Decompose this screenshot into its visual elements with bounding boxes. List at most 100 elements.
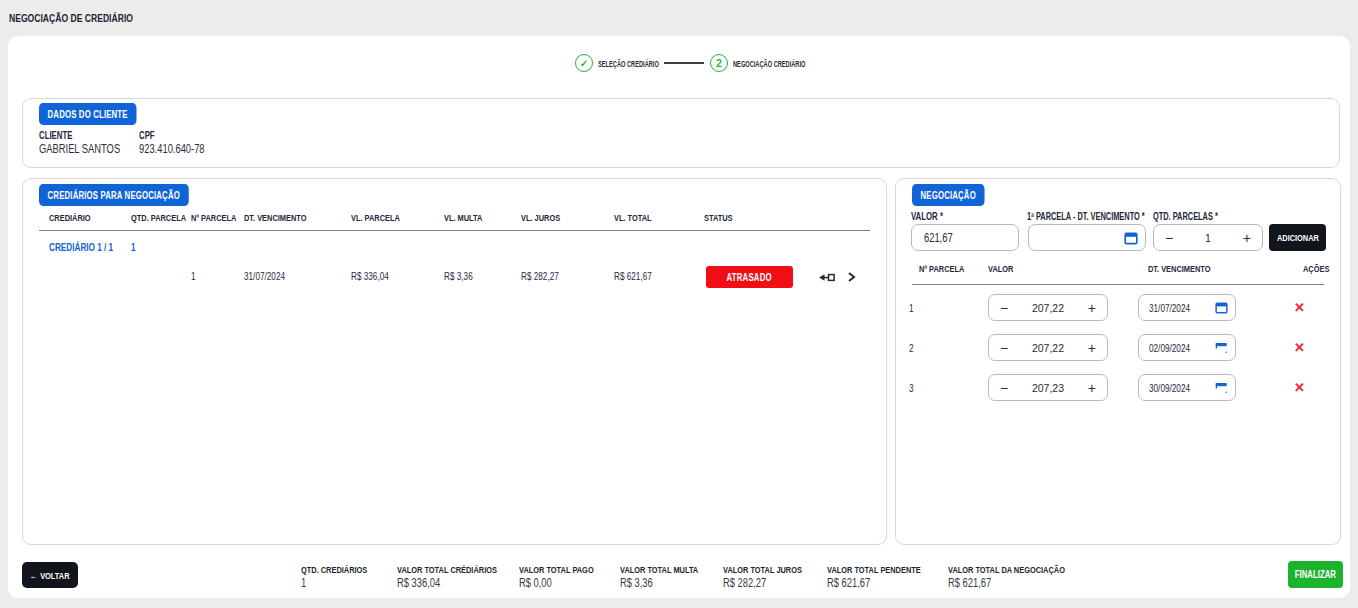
adicionar-label: ADICIONAR [1277, 232, 1319, 243]
negotiation-panel-badge: NEGOCIAÇÃO [912, 184, 984, 206]
crediario-group-name[interactable]: CREDIÁRIO 1 / 1 [49, 241, 113, 253]
stepper-step-1-label: SELEÇÃO CREDIÁRIO [598, 59, 659, 69]
minus-icon[interactable]: − [1000, 341, 1008, 355]
stat-label: VALOR TOTAL MULTA [620, 564, 698, 575]
col-vl-parcela: VL. PARCELA [351, 212, 400, 223]
status-badge: ATRASADO [706, 266, 793, 288]
negotiation-panel: NEGOCIAÇÃO VALOR * 1ª PARCELA - DT. VENC… [895, 178, 1341, 545]
stat-label: VALOR TOTAL PAGO [519, 564, 594, 575]
crediarios-panel-badge: CREDIÁRIOS PARA NEGOCIAÇÃO [39, 184, 188, 206]
neg-header-divider [912, 284, 1324, 285]
plus-icon[interactable]: + [1243, 231, 1251, 245]
parcela-dt-label: 1ª PARCELA - DT. VENCIMENTO * [1027, 211, 1145, 222]
finalizar-label: FINALIZAR [1295, 569, 1336, 580]
stat-label: VALOR TOTAL DA NEGOCIAÇÃO [948, 564, 1065, 575]
stat-label: VALOR TOTAL CRÉDIÁRIOS [397, 564, 497, 575]
plus-icon[interactable]: + [1088, 381, 1096, 395]
qtd-parcelas-label: QTD. PARCELAS * [1153, 211, 1218, 222]
neg-row-valor-stepper: − 207,22 + [988, 294, 1108, 321]
stat-label: VALOR TOTAL JUROS [723, 564, 802, 575]
neg-row-date-input[interactable]: 30/09/2024 [1138, 374, 1236, 401]
step-2-number: 2 [710, 54, 728, 72]
check-icon: ✓ [575, 54, 593, 72]
neg-row-date-input[interactable]: 02/09/2024 [1138, 334, 1236, 361]
chevron-right-icon[interactable] [846, 270, 857, 284]
parcel-vl-multa: R$ 3,36 [444, 270, 473, 282]
stat-label: QTD. CREDIÁRIOS [301, 564, 367, 575]
stat-value: 1 [301, 576, 306, 590]
col-status: STATUS [704, 212, 733, 223]
neg-col-dt-vencimento: DT. VENCIMENTO [1148, 263, 1210, 274]
adicionar-button[interactable]: ADICIONAR [1269, 224, 1326, 251]
qtd-parcelas-stepper: − 1 + [1153, 224, 1263, 251]
calendar-icon[interactable] [1215, 381, 1228, 394]
finalizar-button[interactable]: FINALIZAR [1288, 561, 1343, 588]
close-icon[interactable]: ✕ [1294, 300, 1305, 315]
first-parcela-date-input[interactable] [1028, 224, 1146, 251]
col-vl-multa: VL. MULTA [444, 212, 482, 223]
neg-row-date-value: 30/09/2024 [1149, 382, 1190, 394]
stat-value: R$ 282,27 [723, 576, 766, 590]
calendar-icon[interactable] [1124, 231, 1138, 245]
parcel-dt-vencimento: 31/07/2024 [244, 270, 285, 282]
crediarios-panel: CREDIÁRIOS PARA NEGOCIAÇÃO CREDIÁRIO QTD… [22, 178, 887, 545]
neg-row-date-input[interactable]: 31/07/2024 [1138, 294, 1236, 321]
neg-row-n: 2 [909, 342, 914, 354]
neg-row-date-value: 02/09/2024 [1149, 342, 1190, 354]
client-panel-badge: DADOS DO CLIENTE [39, 103, 136, 125]
col-n-parcela: Nº PARCELA [191, 212, 236, 223]
back-arrow-icon: ← [30, 570, 37, 581]
client-cpf-label: CPF [139, 130, 155, 141]
client-panel: DADOS DO CLIENTE CLIENTE GABRIEL SANTOS … [22, 98, 1340, 168]
voltar-button-content: ← VOLTAR [30, 570, 70, 581]
close-icon[interactable]: ✕ [1294, 340, 1305, 355]
col-vl-total: VL. TOTAL [614, 212, 652, 223]
stat-label: VALOR TOTAL PENDENTE [827, 564, 921, 575]
col-crediario: CREDIÁRIO [49, 212, 91, 223]
neg-row-valor-stepper: − 207,23 + [988, 374, 1108, 401]
neg-col-acoes: AÇÕES [1303, 263, 1329, 274]
table-header-divider [39, 230, 870, 231]
qtd-parcelas-value[interactable]: 1 [1205, 232, 1211, 244]
neg-row-n: 3 [909, 382, 914, 394]
col-dt-vencimento: DT. VENCIMENTO [244, 212, 306, 223]
stat-value: R$ 621,67 [948, 576, 991, 590]
calendar-icon[interactable] [1215, 301, 1228, 314]
neg-row-n: 1 [909, 302, 914, 314]
client-cpf-value: 923.410.640-78 [139, 142, 205, 156]
main-card: ✓ SELEÇÃO CREDIÁRIO 2 NEGOCIAÇÃO CREDIÁR… [8, 36, 1350, 598]
neg-row-valor-value[interactable]: 207,22 [1032, 342, 1064, 354]
client-name-label: CLIENTE [39, 130, 72, 141]
minus-icon[interactable]: − [1165, 231, 1173, 245]
voltar-button[interactable]: ← VOLTAR [22, 562, 78, 588]
neg-row-date-value: 31/07/2024 [1149, 302, 1190, 314]
stat-value: R$ 336,04 [397, 576, 440, 590]
valor-input-value: 621,67 [924, 231, 953, 245]
calendar-icon[interactable] [1215, 341, 1228, 354]
col-qtd-parcela: QTD. PARCELA [131, 212, 186, 223]
neg-col-n-parcela: Nº PARCELA [919, 263, 964, 274]
parcel-n: 1 [191, 270, 196, 282]
neg-row-valor-stepper: − 207,22 + [988, 334, 1108, 361]
neg-row-valor-value[interactable]: 207,22 [1032, 302, 1064, 314]
voltar-label: VOLTAR [41, 570, 70, 581]
stepper-step-2-label: NEGOCIAÇÃO CREDIÁRIO [733, 59, 805, 69]
valor-label: VALOR * [911, 211, 943, 222]
valor-input-box[interactable]: 621,67 [911, 224, 1019, 251]
split-icon[interactable] [819, 271, 835, 284]
neg-row-valor-value[interactable]: 207,23 [1032, 382, 1064, 394]
stat-value: R$ 0,00 [519, 576, 552, 590]
parcel-vl-total: R$ 621,67 [614, 270, 652, 282]
stat-value: R$ 621,67 [827, 576, 870, 590]
col-vl-juros: VL. JUROS [521, 212, 560, 223]
minus-icon[interactable]: − [1000, 381, 1008, 395]
plus-icon[interactable]: + [1088, 301, 1096, 315]
status-badge-label: ATRASADO [727, 272, 772, 283]
minus-icon[interactable]: − [1000, 301, 1008, 315]
plus-icon[interactable]: + [1088, 341, 1096, 355]
stepper-connector [664, 62, 704, 64]
close-icon[interactable]: ✕ [1294, 380, 1305, 395]
parcel-vl-juros: R$ 282,27 [521, 270, 559, 282]
stat-value: R$ 3,36 [620, 576, 653, 590]
neg-col-valor: VALOR [988, 263, 1013, 274]
